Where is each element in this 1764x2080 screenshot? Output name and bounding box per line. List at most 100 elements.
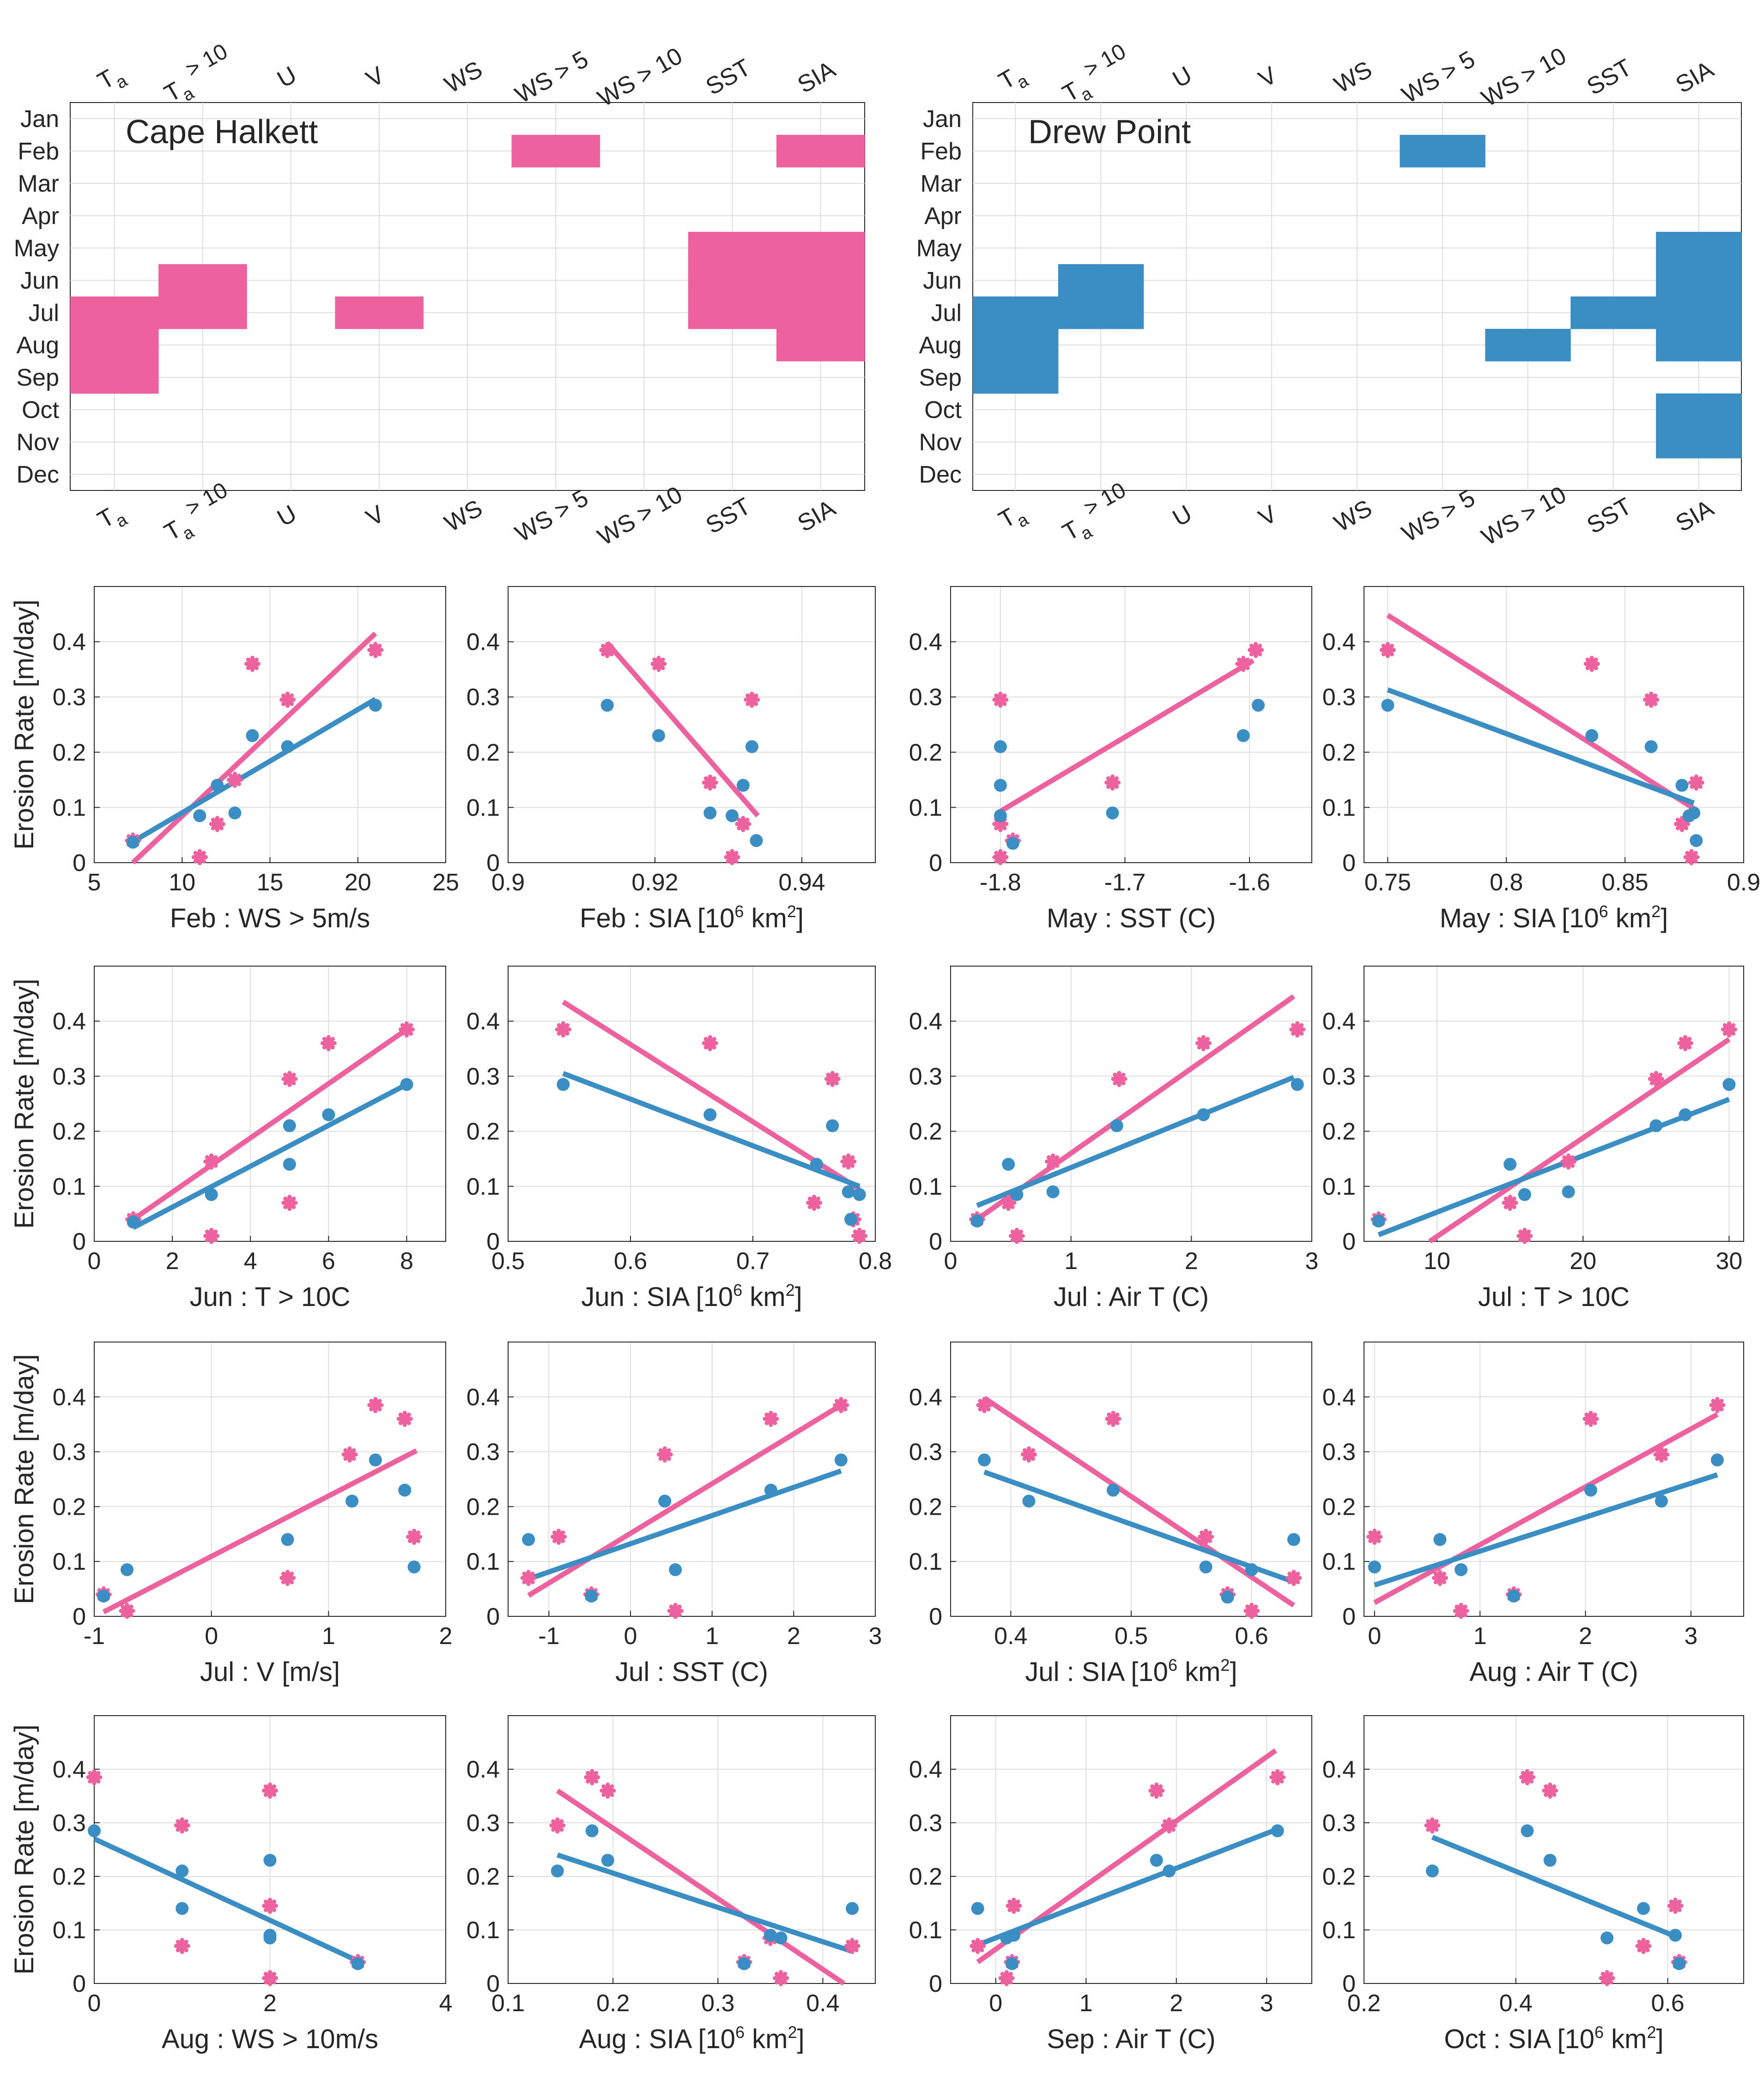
point-blue — [842, 1185, 855, 1198]
point-pink — [656, 1446, 673, 1463]
point-blue — [1543, 1854, 1557, 1867]
point-pink — [1424, 1817, 1441, 1834]
point-pink — [763, 1410, 779, 1427]
point-stroke — [1237, 657, 1250, 671]
y-tick-label: 0.1 — [909, 794, 942, 821]
y-tick-label: 0 — [73, 1971, 86, 1997]
point-pink — [844, 1938, 861, 1954]
point-pink — [262, 1970, 278, 1986]
point-blue — [834, 1453, 848, 1467]
point-blue — [970, 1214, 984, 1227]
y-tick-label: 0.2 — [467, 1863, 500, 1890]
point-stroke — [1637, 1940, 1650, 1953]
label-part: Jul : Air T (C) — [1054, 1282, 1209, 1312]
point-pink — [555, 1021, 571, 1038]
x-axis-label: Jul : SIA [106​ km2​] — [1025, 1656, 1237, 1687]
point-stroke — [557, 1023, 570, 1036]
y-tick-label: 0 — [929, 1603, 942, 1630]
heatmap-cell — [335, 296, 424, 329]
month-label: Jan — [20, 106, 59, 133]
point-blue — [193, 809, 206, 822]
point-blue — [176, 1902, 189, 1915]
heatmap-cell — [1485, 329, 1571, 362]
point-blue — [281, 740, 294, 753]
month-label: Aug — [16, 332, 59, 359]
heatmap-cell — [1656, 232, 1742, 265]
point-pink — [724, 849, 740, 865]
month-label: Jun — [923, 267, 962, 294]
y-tick-label: 0.1 — [1322, 1173, 1356, 1200]
point-stroke — [88, 1771, 101, 1784]
x-tick-label: 0.3 — [701, 1990, 734, 2017]
month-label: Sep — [16, 364, 59, 391]
y-tick-label: 0.2 — [1322, 1493, 1356, 1520]
point-pink — [1235, 655, 1252, 672]
point-blue — [745, 740, 758, 753]
label-part: Jun : SIA [10 — [581, 1282, 733, 1312]
month-label: May — [14, 235, 59, 262]
point-blue — [263, 1854, 277, 1867]
point-stroke — [281, 1572, 294, 1584]
point-blue — [1584, 1483, 1597, 1497]
point-stroke — [369, 1399, 382, 1412]
y-tick-label: 0.4 — [1322, 1384, 1356, 1411]
point-pink — [1648, 1070, 1664, 1087]
month-label: Jul — [29, 300, 59, 327]
fit-line-blue — [562, 1071, 861, 1189]
point-stroke — [1287, 1572, 1300, 1584]
point-blue — [1518, 1188, 1531, 1201]
point-stroke — [1722, 1023, 1735, 1036]
point-stroke — [1518, 1229, 1531, 1242]
point-stroke — [669, 1604, 682, 1617]
point-blue — [1669, 1929, 1682, 1942]
month-label: Oct — [924, 397, 962, 423]
month-label: Feb — [18, 138, 59, 165]
superscript: 6 — [733, 1281, 742, 1300]
point-blue — [1433, 1533, 1447, 1546]
month-label: Apr — [924, 203, 962, 230]
point-pink — [976, 1397, 993, 1414]
point-blue — [703, 1108, 717, 1121]
point-pink — [551, 1529, 567, 1545]
point-pink — [244, 655, 261, 672]
x-tick-label: 0 — [944, 1248, 958, 1275]
plot-border — [950, 586, 1312, 863]
point-stroke — [1711, 1399, 1724, 1412]
heatmap-cell — [776, 135, 865, 168]
point-blue — [1245, 1563, 1258, 1577]
y-tick-label: 0.4 — [467, 1384, 500, 1411]
y-tick-label: 0.1 — [53, 1548, 86, 1575]
scatter-panel-10: -1 0 1 2 3 0 0.1 0.2 0.3 0.4 Jul : SST (C) — [467, 1342, 882, 1687]
point-pink — [1379, 642, 1396, 659]
y-tick-label: 0.3 — [909, 1810, 942, 1837]
point-pink — [1000, 1195, 1017, 1211]
point-pink — [702, 1035, 718, 1052]
point-blue — [551, 1864, 564, 1878]
month-label: Feb — [920, 138, 962, 165]
point-stroke — [205, 1155, 218, 1168]
x-tick-label: 0 — [88, 1990, 101, 2017]
point-stroke — [726, 851, 739, 864]
point-blue — [1022, 1494, 1036, 1508]
point-stroke — [1381, 643, 1394, 657]
point-blue — [1287, 1533, 1300, 1546]
point-stroke — [1669, 1899, 1682, 1912]
point-blue — [1644, 740, 1658, 753]
point-stroke — [1679, 1037, 1692, 1050]
point-blue — [1197, 1108, 1210, 1121]
point-pink — [320, 1035, 337, 1052]
point-blue — [1372, 1214, 1385, 1227]
y-tick-label: 0.1 — [1322, 1548, 1356, 1575]
y-tick-label: 0.4 — [53, 629, 86, 656]
point-stroke — [322, 1037, 335, 1050]
y-tick-label: 0.2 — [467, 1493, 500, 1520]
fit-line-blue — [132, 1082, 408, 1230]
y-tick-label: 0 — [1342, 1971, 1356, 1997]
point-stroke — [1675, 817, 1689, 830]
point-pink — [1243, 1602, 1260, 1619]
x-tick-label: 0.9 — [1727, 869, 1760, 896]
point-stroke — [121, 1604, 133, 1617]
point-stroke — [1163, 1819, 1176, 1832]
point-pink — [1519, 1769, 1535, 1785]
month-label: Dec — [919, 461, 962, 488]
